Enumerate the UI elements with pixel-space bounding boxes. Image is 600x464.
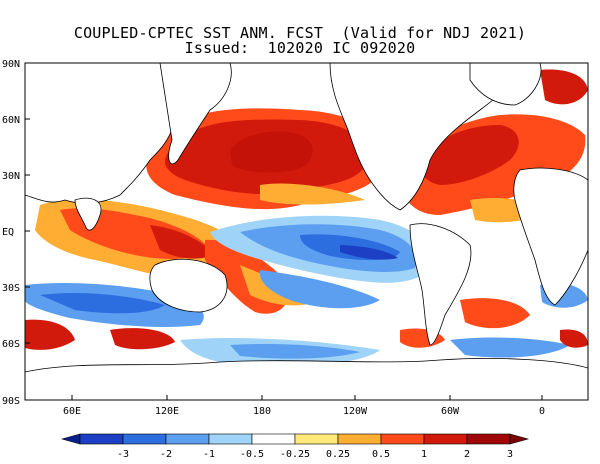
greenland-land (469, 63, 542, 106)
colorbar-label: -1 (203, 449, 215, 460)
colorbar-label: 0.25 (326, 449, 350, 460)
antarctica-land (25, 358, 588, 400)
equatorial-pacific-cool-anomaly (210, 215, 432, 283)
colorbar: -3 -2 -1 -0.5 -0.25 0.25 0.5 1 2 3 (60, 433, 530, 460)
colorbar-swatch (79, 433, 124, 445)
lat-label: 90S (2, 396, 20, 407)
lat-label: 60N (2, 115, 20, 126)
south-america-land (409, 223, 472, 346)
colorbar-label: 0.5 (372, 449, 390, 460)
india-land (74, 197, 102, 231)
lon-label: 0 (539, 406, 545, 417)
map-subtitle: Issued: 102020 IC 092020 (184, 39, 416, 57)
colorbar-swatch (380, 433, 425, 445)
colorbar-label: 1 (421, 449, 427, 460)
east-asia-land (159, 63, 232, 165)
colorbar-swatch (294, 433, 339, 445)
lon-label: 180 (253, 406, 271, 417)
colorbar-swatch (423, 433, 468, 445)
australia-land (149, 258, 228, 313)
colorbar-swatch (122, 433, 167, 445)
lat-label: 30N (2, 171, 20, 182)
colorbar-swatch (165, 433, 210, 445)
africa-land (513, 167, 588, 306)
longitude-axis: 60E 120E 180 120W 60W 0 (63, 395, 545, 417)
colorbar-swatch (251, 433, 296, 445)
colorbar-label: -3 (117, 449, 129, 460)
north-pacific-anomaly (146, 108, 385, 210)
colorbar-label: 3 (507, 449, 513, 460)
latitude-axis: 90N 60N 30N EQ 30S 60S 90S (2, 59, 30, 407)
continents (25, 63, 588, 400)
colorbar-min-arrow (60, 433, 81, 445)
colorbar-swatch (208, 433, 253, 445)
map-title: COUPLED-CPTEC SST ANM. FCST (Valid for N… (73, 24, 527, 42)
lat-label: EQ (2, 227, 14, 238)
north-america-land (329, 63, 521, 211)
colorbar-swatch (337, 433, 382, 445)
colorbar-label: 2 (464, 449, 470, 460)
lon-label: 120E (155, 406, 179, 417)
colorbar-label: -0.5 (240, 449, 264, 460)
colorbar-swatch (466, 433, 511, 445)
colorbar-label: -0.25 (280, 449, 310, 460)
lon-label: 60W (441, 406, 460, 417)
lat-label: 90N (2, 59, 20, 70)
lat-label: 60S (2, 339, 20, 350)
colorbar-label: -2 (160, 449, 172, 460)
lon-label: 60E (63, 406, 81, 417)
lon-label: 120W (343, 406, 368, 417)
lat-label: 30S (2, 283, 20, 294)
colorbar-max-arrow (509, 433, 530, 445)
